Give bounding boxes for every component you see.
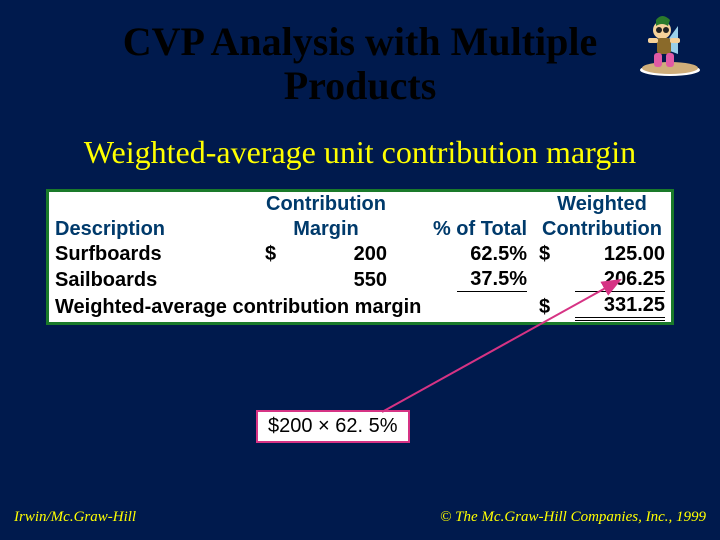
slide-subtitle: Weighted-average unit contribution margi… bbox=[0, 134, 720, 171]
hdr-pct: % of Total bbox=[393, 217, 533, 242]
row-pct: 37.5% bbox=[457, 268, 527, 292]
row-desc: Sailboards bbox=[49, 267, 259, 293]
hdr-weighted-l2: Contribution bbox=[533, 217, 671, 242]
footer-right: © The Mc.Graw-Hill Companies, Inc., 1999 bbox=[440, 509, 706, 526]
hdr-contrib-l1: Contribution bbox=[259, 192, 393, 217]
row-cm-val: 550 bbox=[283, 267, 393, 293]
formula-callout: $200 × 62. 5% bbox=[256, 410, 410, 443]
table-row: Surfboards $ 200 62.5% $ 125.00 bbox=[49, 242, 671, 267]
title-line-2: Products bbox=[284, 63, 437, 108]
row-cm-sym bbox=[259, 267, 283, 293]
table-header-row-2: Description Margin % of Total Contributi… bbox=[49, 217, 671, 242]
table-total-row: Weighted-average contribution margin $ 3… bbox=[49, 293, 671, 322]
total-label: Weighted-average contribution margin bbox=[49, 293, 533, 322]
row-wc-sym: $ bbox=[533, 242, 561, 267]
hdr-contrib-l2: Margin bbox=[259, 217, 393, 242]
total-val: 331.25 bbox=[575, 294, 665, 321]
title-line-1: CVP Analysis with Multiple bbox=[123, 19, 598, 64]
hdr-weighted-l1: Weighted bbox=[533, 192, 671, 217]
row-wc-val: 206.25 bbox=[575, 268, 665, 292]
row-cm-val: 200 bbox=[283, 242, 393, 267]
row-pct: 62.5% bbox=[393, 242, 533, 267]
total-sym: $ bbox=[533, 293, 561, 322]
table-row: Sailboards 550 37.5% 206.25 bbox=[49, 267, 671, 293]
row-cm-sym: $ bbox=[259, 242, 283, 267]
row-desc: Surfboards bbox=[49, 242, 259, 267]
row-wc-val: 125.00 bbox=[561, 242, 671, 267]
table-header-row-1: Contribution Weighted bbox=[49, 192, 671, 217]
hdr-description: Description bbox=[49, 217, 259, 242]
footer-left: Irwin/Mc.Graw-Hill bbox=[14, 509, 136, 526]
contribution-table: Contribution Weighted Description Margin… bbox=[46, 189, 674, 325]
row-wc-sym bbox=[533, 267, 561, 293]
slide-title: CVP Analysis with Multiple Products bbox=[0, 0, 720, 108]
